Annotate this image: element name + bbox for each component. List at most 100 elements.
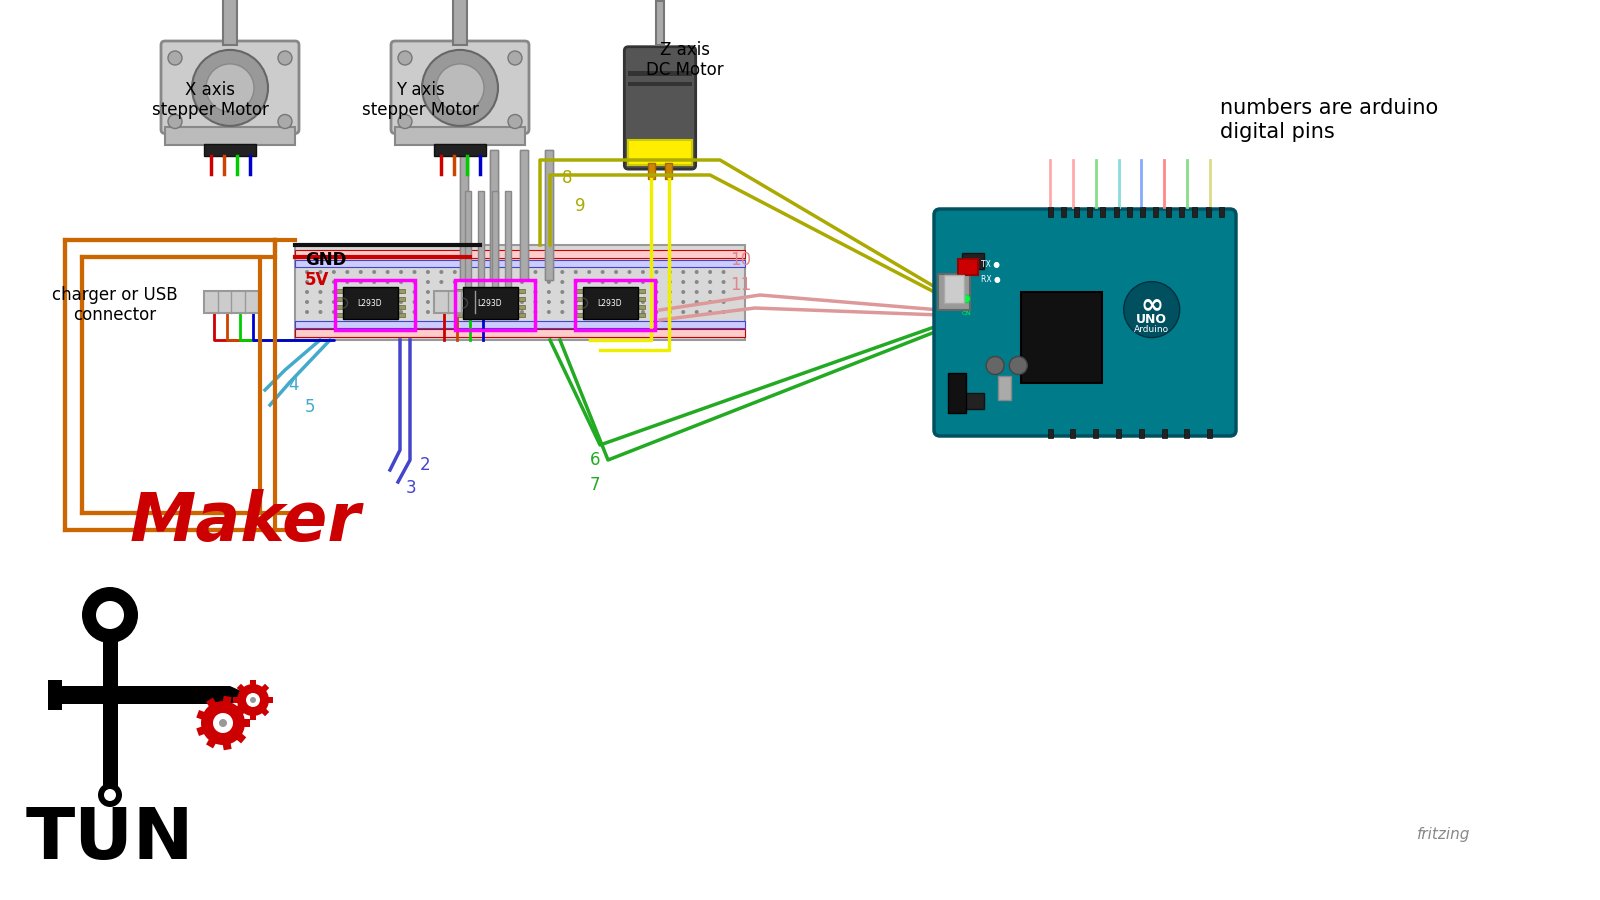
Circle shape <box>667 300 672 304</box>
Circle shape <box>386 270 390 274</box>
Circle shape <box>453 310 458 314</box>
Bar <box>1208 429 1213 438</box>
Circle shape <box>453 280 458 284</box>
FancyBboxPatch shape <box>934 209 1235 436</box>
Circle shape <box>331 290 336 294</box>
Bar <box>1154 207 1158 217</box>
Bar <box>294 329 746 337</box>
Circle shape <box>600 280 605 284</box>
Circle shape <box>574 280 578 284</box>
Circle shape <box>346 270 349 274</box>
Circle shape <box>667 280 672 284</box>
Bar <box>250 713 256 720</box>
Bar <box>61 686 230 704</box>
Circle shape <box>398 310 403 314</box>
Bar <box>395 127 525 145</box>
Circle shape <box>986 356 1005 374</box>
Bar <box>629 140 691 165</box>
Circle shape <box>560 280 565 284</box>
FancyBboxPatch shape <box>162 41 299 133</box>
Circle shape <box>373 290 376 294</box>
Bar <box>206 736 218 749</box>
Text: ON: ON <box>962 311 971 317</box>
Circle shape <box>614 290 618 294</box>
Circle shape <box>533 310 538 314</box>
Circle shape <box>642 270 645 274</box>
Text: Z axis
DC Motor: Z axis DC Motor <box>646 40 723 79</box>
Bar <box>637 297 645 301</box>
Bar <box>576 297 582 301</box>
Bar <box>574 280 654 330</box>
Circle shape <box>682 290 685 294</box>
Text: L293D: L293D <box>358 299 382 308</box>
Bar <box>1166 207 1171 217</box>
Bar <box>82 257 259 513</box>
Circle shape <box>453 300 458 304</box>
Circle shape <box>682 310 685 314</box>
Bar <box>242 719 250 727</box>
Bar <box>506 191 510 291</box>
Circle shape <box>587 290 590 294</box>
Circle shape <box>386 280 390 284</box>
Circle shape <box>466 290 470 294</box>
Circle shape <box>520 310 525 314</box>
Circle shape <box>480 300 483 304</box>
Circle shape <box>426 290 430 294</box>
Bar <box>397 297 405 301</box>
Circle shape <box>533 270 538 274</box>
Bar <box>1139 207 1146 217</box>
Circle shape <box>318 270 323 274</box>
Circle shape <box>694 270 699 274</box>
Bar <box>1219 207 1224 217</box>
Text: TUN: TUN <box>26 805 194 874</box>
Text: L293D: L293D <box>478 299 502 308</box>
Bar <box>261 684 269 693</box>
Text: 8: 8 <box>562 169 573 187</box>
Bar <box>546 150 554 280</box>
Circle shape <box>278 51 291 65</box>
Bar <box>197 710 208 721</box>
Bar <box>1074 207 1078 217</box>
Circle shape <box>250 697 256 703</box>
Circle shape <box>480 290 483 294</box>
Circle shape <box>386 310 390 314</box>
Circle shape <box>642 310 645 314</box>
Circle shape <box>331 280 336 284</box>
Circle shape <box>654 280 658 284</box>
Circle shape <box>560 310 565 314</box>
Circle shape <box>278 114 291 129</box>
Circle shape <box>358 300 363 304</box>
Bar <box>66 240 275 530</box>
Circle shape <box>192 50 269 126</box>
Circle shape <box>654 310 658 314</box>
Circle shape <box>398 300 403 304</box>
Bar <box>336 289 342 293</box>
Circle shape <box>413 280 416 284</box>
Circle shape <box>627 270 632 274</box>
Bar <box>1093 429 1098 438</box>
Bar <box>294 250 746 258</box>
Circle shape <box>722 290 725 294</box>
Circle shape <box>373 310 376 314</box>
Circle shape <box>722 270 725 274</box>
Bar <box>1061 207 1066 217</box>
Circle shape <box>440 280 443 284</box>
Bar <box>434 144 486 156</box>
Bar <box>648 164 654 179</box>
Circle shape <box>1010 356 1027 374</box>
Circle shape <box>509 114 522 129</box>
Circle shape <box>168 114 182 129</box>
Bar <box>517 305 525 309</box>
FancyBboxPatch shape <box>624 47 696 169</box>
Bar <box>461 150 467 280</box>
Bar <box>1048 207 1053 217</box>
Bar <box>336 313 342 317</box>
Circle shape <box>642 290 645 294</box>
Bar <box>294 245 746 340</box>
Circle shape <box>694 310 699 314</box>
Text: 2: 2 <box>419 456 430 474</box>
Circle shape <box>654 270 658 274</box>
Circle shape <box>306 280 309 284</box>
Circle shape <box>346 310 349 314</box>
Text: RX ●: RX ● <box>981 275 1000 284</box>
